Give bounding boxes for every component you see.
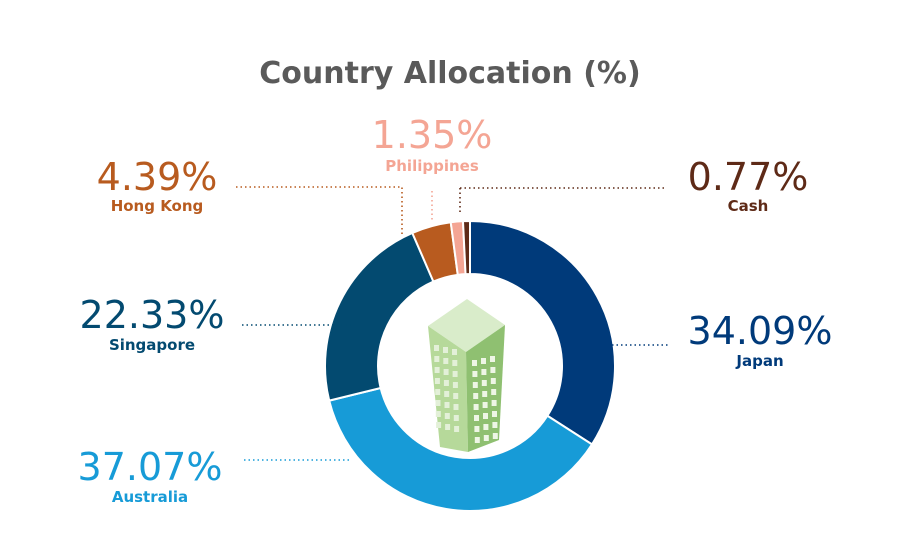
building-window xyxy=(434,367,440,373)
building-window xyxy=(472,360,477,366)
slice-cash xyxy=(461,219,471,276)
building-window xyxy=(474,437,480,443)
building-window xyxy=(482,391,488,397)
building-window xyxy=(490,367,496,373)
building-window xyxy=(445,424,451,430)
building-window xyxy=(454,426,460,432)
building-window xyxy=(490,378,496,384)
building-window xyxy=(443,347,448,353)
building-window xyxy=(492,411,497,417)
building-window xyxy=(443,369,449,375)
building-window xyxy=(434,378,440,384)
building-window xyxy=(444,413,450,419)
building-window xyxy=(443,380,449,386)
building-window xyxy=(434,356,440,362)
hong-kong-label: Hong Kong xyxy=(111,197,204,215)
japan-value: 34.09% xyxy=(688,309,833,353)
building-icon xyxy=(428,299,505,452)
chart-title: Country Allocation (%) xyxy=(259,56,641,91)
building-window xyxy=(443,358,449,364)
australia-label: Australia xyxy=(112,488,188,506)
singapore-label: Singapore xyxy=(109,336,195,354)
building-window xyxy=(453,393,459,399)
building-window xyxy=(491,400,497,406)
building-window xyxy=(435,389,441,395)
building-window xyxy=(452,371,458,377)
singapore-value: 22.33% xyxy=(80,293,225,337)
hong-kong-value: 4.39% xyxy=(97,155,218,199)
building-window xyxy=(491,389,497,395)
building-window xyxy=(434,345,439,351)
building-window xyxy=(452,382,458,388)
donut-slices xyxy=(324,219,616,512)
building-window xyxy=(473,393,479,399)
slice-australia xyxy=(327,386,594,512)
japan-label: Japan xyxy=(735,352,783,370)
building-window xyxy=(490,356,495,362)
building-window xyxy=(472,371,478,377)
building-window xyxy=(492,433,498,439)
building-window xyxy=(474,415,479,421)
building-window xyxy=(483,435,489,441)
cash-value: 0.77% xyxy=(688,155,809,199)
building-window xyxy=(473,404,479,410)
slice-singapore xyxy=(324,231,435,402)
leader-lines xyxy=(236,186,668,461)
building-window xyxy=(474,426,480,432)
slice-japan xyxy=(469,219,616,446)
building-window xyxy=(444,391,450,397)
philippines-value: 1.35% xyxy=(372,113,493,157)
australia-value: 37.07% xyxy=(78,445,223,489)
building-window xyxy=(482,402,488,408)
building-window xyxy=(472,382,478,388)
building-window xyxy=(481,369,487,375)
building-window xyxy=(453,404,459,410)
building-window xyxy=(481,358,486,364)
building-window xyxy=(444,402,450,408)
building-window xyxy=(483,424,489,430)
building-window xyxy=(492,422,498,428)
building-window xyxy=(452,349,457,355)
building-window xyxy=(483,413,488,419)
building-window xyxy=(436,422,442,428)
building-window xyxy=(452,360,458,366)
building-window xyxy=(453,415,459,421)
building-window xyxy=(435,411,441,417)
cash-label: Cash xyxy=(728,197,769,215)
philippines-label: Philippines xyxy=(385,157,479,175)
building-window xyxy=(481,380,487,386)
building-window xyxy=(435,400,441,406)
